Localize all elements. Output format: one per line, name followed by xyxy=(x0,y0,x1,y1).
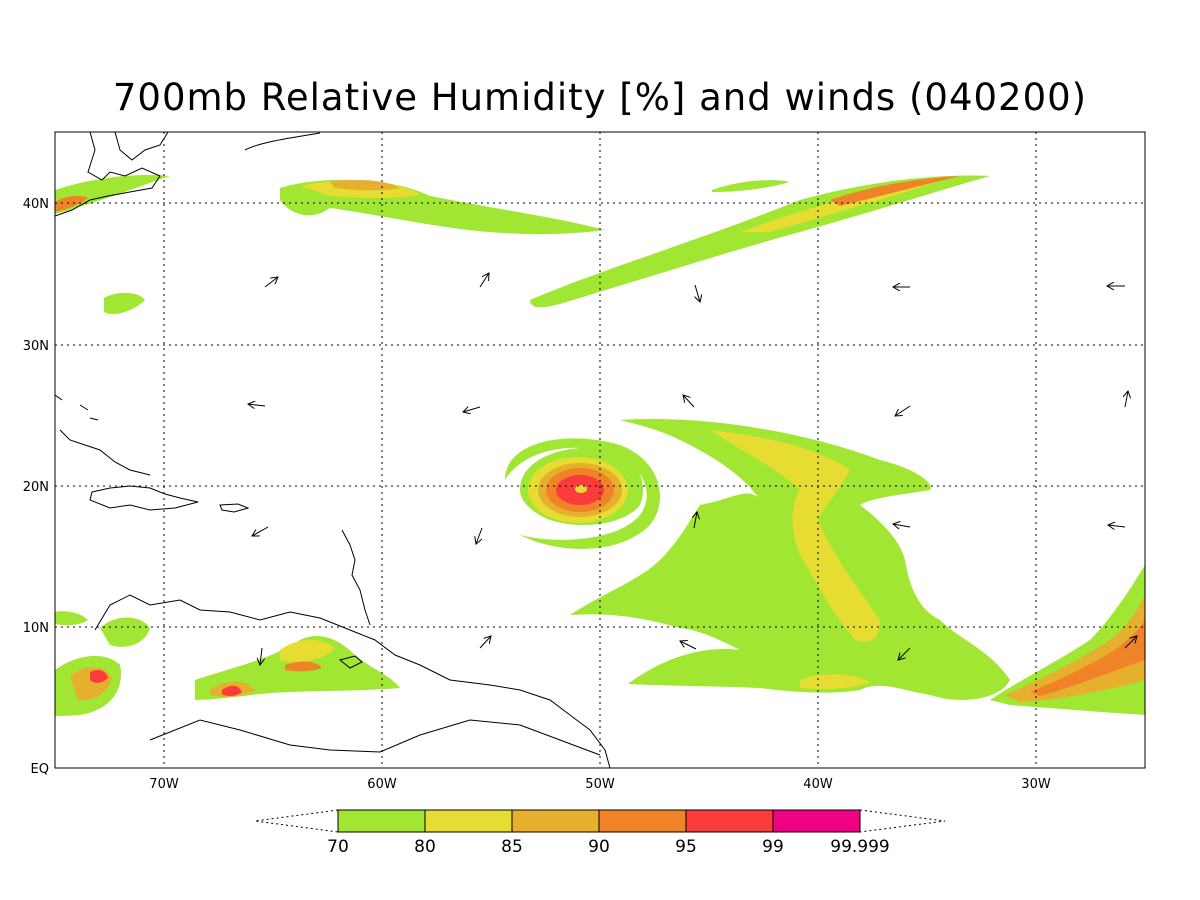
colorbar-label: 99 xyxy=(762,837,784,857)
colorbar-label: 95 xyxy=(675,837,697,857)
coastline-north-america xyxy=(55,132,161,217)
graticule xyxy=(55,132,1145,768)
humidity-fill-layer xyxy=(55,174,1145,716)
wind-vector xyxy=(694,512,697,529)
coastline-bahamas xyxy=(55,394,99,421)
rh-region-caribbean-north xyxy=(280,639,335,662)
rh-region-venezuela xyxy=(100,617,150,647)
lon-label: 30W xyxy=(1021,777,1051,792)
rh-region-northeast-us-core xyxy=(55,195,88,212)
lon-label: 60W xyxy=(367,777,397,792)
longitude-labels: 70W 60W 50W 40W 30W xyxy=(149,777,1051,792)
coastline-puerto-rico xyxy=(219,503,250,513)
rh-region-east-mass xyxy=(570,419,1010,700)
rh-region-caribbean-north2 xyxy=(285,661,322,672)
wind-vector xyxy=(680,641,697,650)
rh-region-west-edge xyxy=(55,611,88,626)
coastline-hispaniola xyxy=(89,485,199,511)
rh-region-northeast-us xyxy=(55,174,170,214)
coastline-trinidad xyxy=(338,655,363,669)
coastline-south-america xyxy=(94,594,611,768)
wind-vector xyxy=(683,395,695,408)
rh-region-east-core xyxy=(710,430,880,642)
coastline-layer xyxy=(55,132,611,768)
rh-region-diagonal-band xyxy=(530,175,990,308)
wind-vector xyxy=(695,284,700,302)
wind-vector xyxy=(264,277,278,288)
wind-vector xyxy=(1124,636,1137,649)
wind-vector xyxy=(895,405,911,416)
lat-label: 20N xyxy=(23,480,49,495)
coastline-canada xyxy=(114,132,169,161)
coastline-cuba xyxy=(59,429,151,476)
colorbar-swatch-70 xyxy=(337,809,426,833)
wind-vector xyxy=(1125,391,1128,408)
lon-label: 50W xyxy=(585,777,615,792)
rh-region-caribbean-core2 xyxy=(222,685,242,697)
colorbar-label: 80 xyxy=(414,837,436,857)
wind-vector xyxy=(1108,525,1126,527)
lat-label: 10N xyxy=(23,621,49,636)
rh-region-colombia-core2 xyxy=(90,670,108,683)
wind-vector xyxy=(898,647,911,660)
coastline-newfoundland xyxy=(244,132,321,151)
rh-region-diagonal-core2 xyxy=(830,176,960,206)
colorbar: 70 80 85 90 95 99 99.999 xyxy=(254,809,946,857)
colorbar-label: 90 xyxy=(588,837,610,857)
lat-label: 40N xyxy=(23,197,49,212)
wind-vector xyxy=(479,636,491,649)
colorbar-swatch-90 xyxy=(598,809,687,833)
colorbar-right-extension xyxy=(859,809,946,833)
wind-vector xyxy=(248,404,266,406)
colorbar-swatch-85 xyxy=(511,809,600,833)
lat-label: 30N xyxy=(23,339,49,354)
colorbar-swatch-99 xyxy=(772,809,861,833)
rh-region-small-north xyxy=(712,180,790,192)
wind-vector xyxy=(260,647,262,665)
wind-vector xyxy=(476,527,483,544)
rh-region-southeast-core2 xyxy=(1030,620,1145,696)
colorbar-label: 99.999 xyxy=(830,837,889,857)
colorbar-swatch-95 xyxy=(685,809,774,833)
wind-vector xyxy=(252,526,269,536)
rh-region-southeast-core xyxy=(1005,595,1145,702)
lon-label: 40W xyxy=(803,777,833,792)
lat-label: EQ xyxy=(31,762,49,777)
wind-vector xyxy=(463,407,481,412)
coastline-south-america-interior xyxy=(149,719,601,756)
wind-vector xyxy=(893,524,911,527)
colorbar-label: 70 xyxy=(327,837,349,857)
wind-vector xyxy=(479,273,489,288)
lon-label: 70W xyxy=(149,777,179,792)
colorbar-swatch-80 xyxy=(424,809,513,833)
colorbar-label: 85 xyxy=(501,837,523,857)
wind-vectors xyxy=(248,273,1137,665)
rh-region-hurricane-eye xyxy=(575,485,587,493)
rh-region-small-atlantic xyxy=(104,292,145,315)
colorbar-left-extension xyxy=(254,809,339,833)
coastline-lesser-antilles xyxy=(341,529,371,626)
latitude-labels: 40N 30N 20N 10N EQ xyxy=(23,197,49,777)
plot-frame xyxy=(54,131,1146,769)
chart-title: 700mb Relative Humidity [%] and winds (0… xyxy=(112,76,1088,119)
